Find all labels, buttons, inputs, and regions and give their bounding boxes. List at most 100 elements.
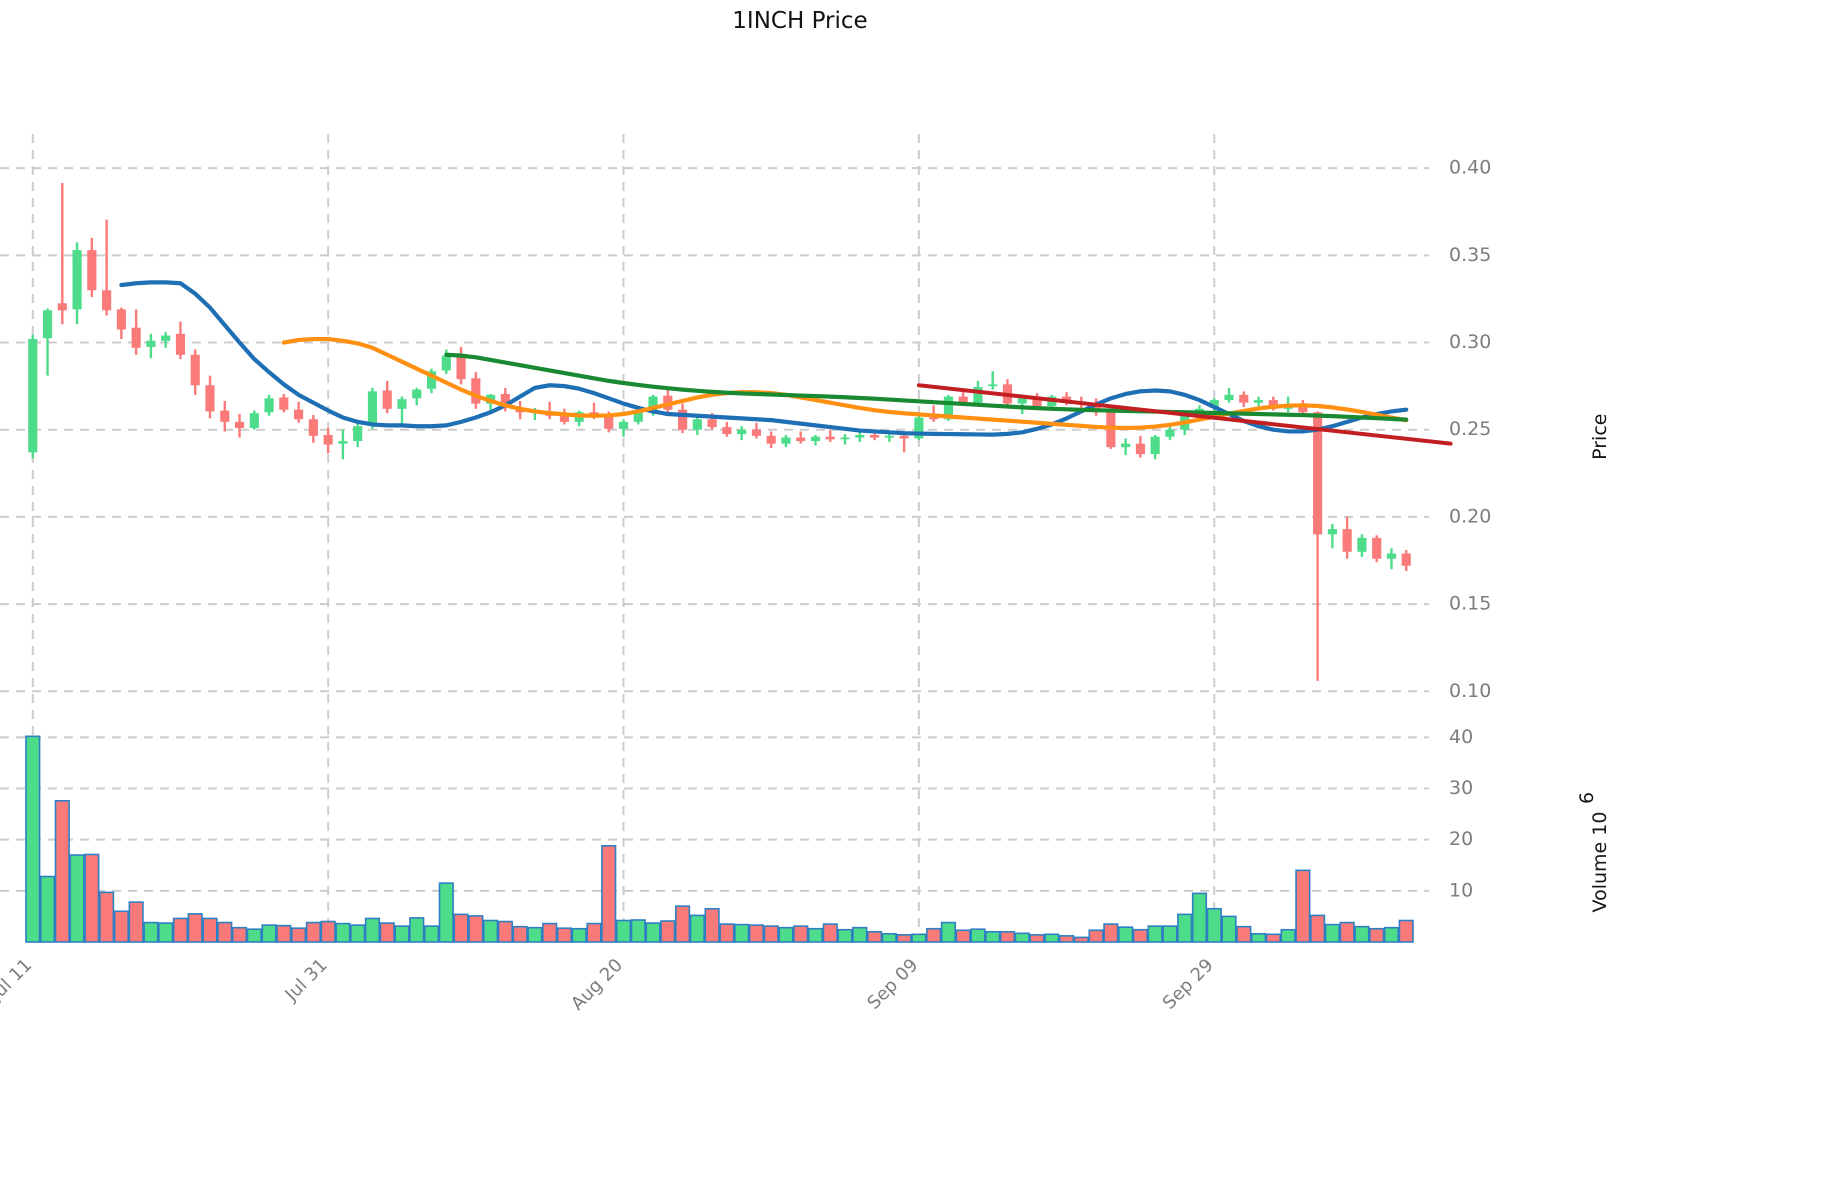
candle-body [1357, 537, 1367, 552]
candle-body [796, 437, 806, 442]
price-tick-label: 0.15 [1449, 593, 1491, 615]
volume-bar [1310, 914, 1326, 943]
candlestick [810, 434, 821, 446]
volume-bar [482, 919, 499, 943]
candle-body [559, 415, 570, 422]
volume-bar [999, 930, 1016, 943]
volume-bar [335, 922, 351, 943]
candle-body [1150, 436, 1160, 455]
volume-bar [1221, 915, 1237, 943]
volume-bar [1265, 933, 1281, 943]
volume-bar [985, 930, 1001, 943]
volume-bar [39, 875, 56, 943]
candle-body [899, 435, 909, 439]
candlestick [102, 219, 112, 316]
candle-body [205, 385, 215, 412]
volume-bar [409, 917, 425, 943]
volume-bar [202, 917, 218, 943]
volume-bar [896, 934, 912, 943]
candlestick [28, 334, 38, 459]
candle-body [958, 396, 968, 403]
volume-bar [1029, 934, 1045, 943]
volume-bar [438, 882, 454, 943]
candle-body [72, 250, 82, 310]
candle-body [456, 354, 466, 380]
candlestick [840, 434, 850, 445]
candle-body [943, 396, 953, 420]
candle-body [1386, 553, 1397, 559]
candlestick [471, 372, 481, 409]
volume-bar [291, 927, 307, 943]
candlestick [220, 400, 230, 432]
volume-bar [1014, 932, 1030, 943]
candlestick [264, 394, 274, 416]
candle-body [869, 434, 880, 438]
candle-body [412, 389, 422, 399]
candle-body [161, 335, 171, 341]
volume-bar [99, 891, 115, 943]
volume-bar [1398, 919, 1414, 943]
candle-body [190, 354, 200, 386]
candlestick [884, 433, 894, 442]
candlestick [175, 321, 186, 360]
candlestick [1239, 391, 1249, 408]
volume-bar [512, 925, 528, 943]
candle-body [249, 413, 259, 428]
candle-body [102, 290, 112, 311]
candlestick [1150, 434, 1160, 460]
candle-body [323, 434, 333, 445]
candle-body [1253, 400, 1264, 403]
candlestick [1313, 411, 1323, 681]
candlestick [131, 309, 141, 355]
candle-body [825, 436, 835, 440]
candle-body [618, 421, 629, 429]
volume-bar [1383, 926, 1400, 943]
price-tick-label: 0.40 [1449, 157, 1491, 179]
volume-bar [852, 926, 868, 943]
overlay-ma_long_green [444, 352, 1409, 422]
volume-bar [143, 921, 159, 943]
volume-bar [1369, 927, 1385, 943]
candle-body [1165, 429, 1175, 437]
candlestick [825, 429, 835, 442]
candlestick [618, 419, 629, 437]
candle-body [87, 250, 97, 291]
volume-bar [1324, 923, 1340, 943]
volume-bar [822, 923, 838, 943]
volume-bar [674, 905, 691, 943]
candle-body [1327, 529, 1337, 535]
volume-bar [955, 929, 971, 943]
volume-bar [25, 735, 41, 943]
candle-body [353, 426, 363, 442]
volume-bar [231, 926, 248, 943]
candlestick [367, 387, 378, 429]
volume-bar [1236, 925, 1252, 943]
candle-body [116, 309, 126, 330]
candle-body [737, 429, 747, 435]
volume-bar [615, 919, 632, 943]
candlestick [692, 416, 702, 435]
candle-body [678, 409, 688, 430]
candlestick [146, 333, 156, 359]
volume-bar [379, 922, 395, 943]
volume-bar [364, 917, 381, 943]
volume-bar [866, 930, 883, 943]
candlestick [1121, 438, 1131, 456]
candlestick [914, 415, 924, 441]
volume-bar [660, 920, 676, 943]
volume-bar [246, 928, 262, 943]
candle-body [294, 409, 304, 420]
volume-bar [556, 927, 573, 943]
volume-bar [1073, 936, 1089, 943]
candle-body [367, 391, 378, 426]
candle-body [1298, 407, 1308, 413]
volume-bar [1295, 869, 1311, 943]
volume-bar [1280, 928, 1296, 943]
candle-body [42, 310, 53, 339]
candle-body [1268, 400, 1278, 409]
volume-bar [1162, 925, 1178, 943]
volume-bar [172, 917, 189, 943]
candlestick [1224, 387, 1234, 403]
volume-bar [645, 922, 661, 943]
volume-bar [778, 926, 794, 943]
